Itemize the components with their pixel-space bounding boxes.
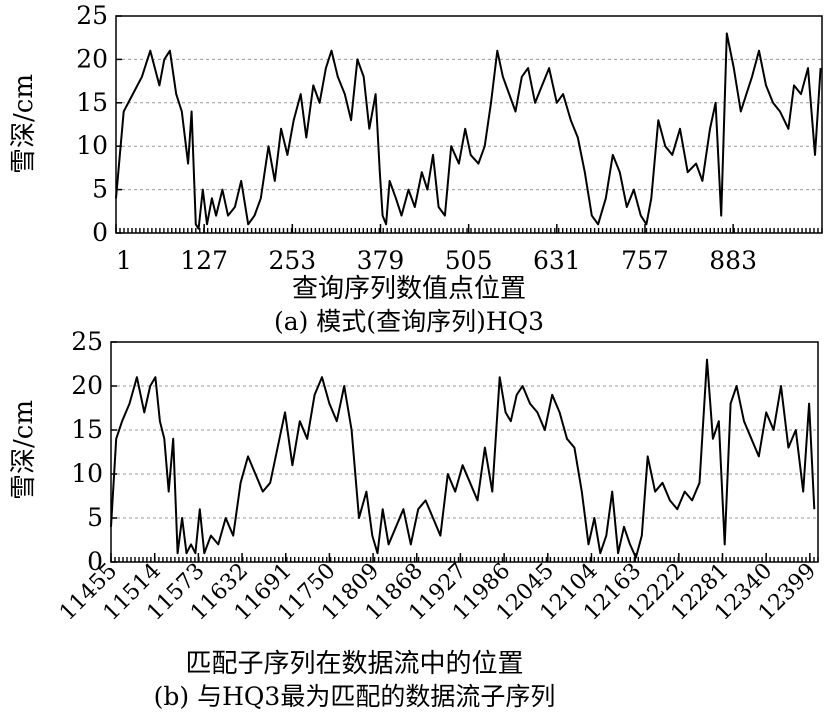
y-axis-label-a: 雪深/cm — [9, 74, 39, 174]
x-tick-label-a-6: 757 — [621, 246, 669, 275]
y-tick-label-a-5: 25 — [76, 1, 108, 30]
y-tick-label-a-0: 0 — [92, 218, 108, 247]
x-tick-label-a-5: 631 — [533, 246, 581, 275]
x-axis-label-b: 匹配子序列在数据流中的位置 — [185, 649, 523, 679]
series-line-a-0 — [115, 32, 822, 230]
y-tick-label-a-4: 20 — [76, 44, 108, 73]
series-line-b-0 — [110, 358, 816, 559]
chart-b: 0510152025114551151411573116321169111750… — [9, 327, 821, 711]
y-tick-label-b-2: 10 — [71, 459, 103, 488]
y-tick-label-b-4: 20 — [71, 371, 103, 400]
caption-a: (a) 模式(查询序列)HQ3 — [274, 307, 544, 336]
y-tick-label-b-5: 25 — [71, 327, 103, 356]
y-tick-label-b-1: 5 — [87, 503, 103, 532]
chart-a: 0 5 10 15 20 25 1 127 253 379 505 631 757 883 雪深/cm 查询序… — [9, 1, 823, 336]
plot-frame-b — [110, 341, 819, 563]
x-tick-label-a-2: 253 — [268, 246, 316, 275]
y-tick-label-b-0: 0 — [87, 547, 103, 576]
y-tick-label-a-3: 15 — [76, 88, 108, 117]
x-tick-label-a-4: 505 — [445, 246, 493, 275]
x-axis-label-a: 查询序列数值点位置 — [292, 274, 526, 304]
y-tick-label-a-2: 10 — [76, 131, 108, 160]
y-tick-label-b-3: 15 — [71, 415, 103, 444]
y-tick-label-a-1: 5 — [92, 175, 108, 204]
y-axis-label-b: 雪深/cm — [9, 400, 39, 500]
x-tick-label-a-1: 127 — [180, 246, 228, 275]
x-tick-label-a-7: 883 — [709, 246, 757, 275]
caption-b: (b) 与HQ3最为匹配的数据流子序列 — [154, 682, 556, 711]
x-tick-label-a-0: 1 — [116, 246, 132, 275]
x-tick-label-a-3: 379 — [357, 246, 405, 275]
